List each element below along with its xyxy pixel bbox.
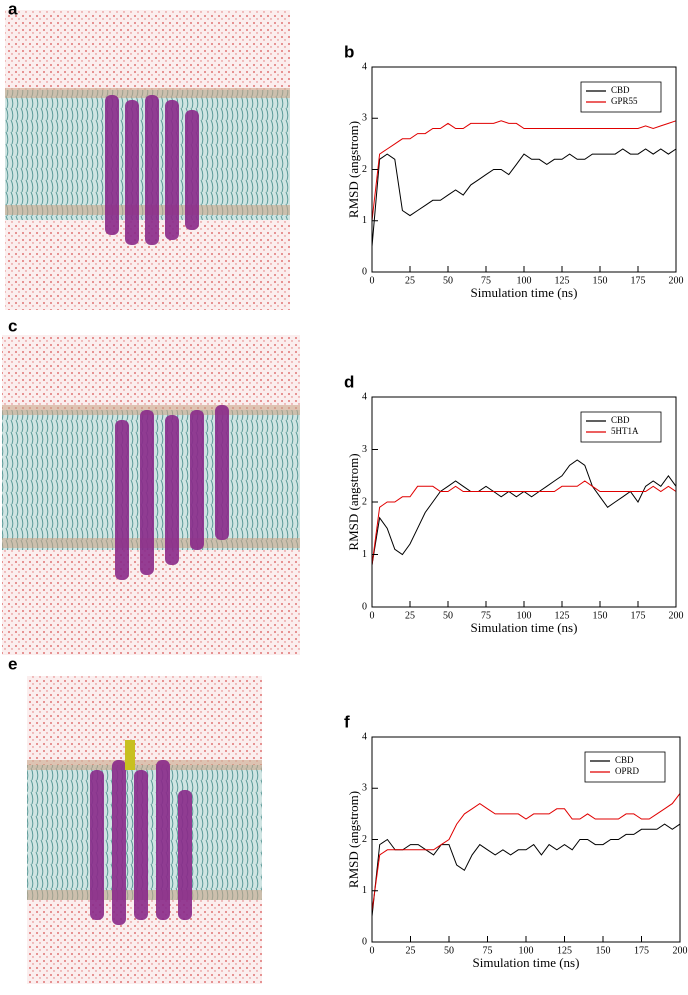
panel-label: e (8, 654, 17, 673)
y-tick-label: 1 (362, 885, 367, 896)
legend-label: CBD (615, 755, 634, 765)
y-tick-label: 0 (362, 936, 367, 947)
x-tick-label: 0 (370, 610, 375, 621)
y-axis-label: RMSD (angstrom) (346, 791, 361, 888)
x-tick-label: 50 (444, 945, 454, 956)
legend-label: CBD (611, 85, 630, 95)
x-tick-label: 175 (631, 275, 646, 286)
panel-label: b (344, 42, 354, 61)
y-tick-label: 1 (362, 549, 367, 560)
y-tick-label: 0 (362, 601, 367, 612)
y-tick-label: 4 (362, 61, 367, 72)
legend-label: OPRD (615, 766, 640, 776)
panel-label: a (8, 0, 18, 18)
x-tick-label: 50 (443, 610, 453, 621)
y-tick-label: 2 (362, 164, 367, 175)
y-tick-label: 2 (362, 834, 367, 845)
data-line (371, 480, 677, 566)
x-tick-label: 200 (669, 610, 684, 621)
data-line (371, 120, 677, 221)
data-line (371, 793, 681, 912)
y-tick-label: 1 (362, 215, 367, 226)
y-tick-label: 2 (362, 496, 367, 507)
data-line (371, 148, 677, 247)
legend-box (580, 411, 662, 443)
x-tick-label: 150 (593, 610, 608, 621)
y-axis-label: RMSD (angstrom) (346, 121, 361, 218)
x-tick-label: 100 (517, 610, 532, 621)
panel-label: d (344, 372, 354, 391)
legend-label: 5HT1A (611, 426, 639, 436)
y-tick-label: 4 (362, 731, 367, 742)
x-tick-label: 175 (631, 610, 646, 621)
legend-box (580, 81, 662, 113)
x-tick-label: 100 (517, 275, 532, 286)
x-tick-label: 100 (519, 945, 534, 956)
data-line (371, 823, 681, 917)
panel-label: f (344, 712, 350, 731)
x-tick-label: 25 (406, 945, 416, 956)
x-tick-label: 200 (673, 945, 688, 956)
y-tick-label: 3 (362, 444, 367, 455)
x-axis-label: Simulation time (ns) (471, 620, 578, 635)
x-tick-label: 0 (370, 275, 375, 286)
legend-box (584, 751, 666, 783)
x-tick-label: 150 (593, 275, 608, 286)
structure-image-c (2, 335, 300, 655)
x-axis-label: Simulation time (ns) (473, 955, 580, 970)
x-tick-label: 75 (483, 945, 493, 956)
structure-image-a (5, 10, 290, 310)
x-tick-label: 125 (555, 610, 570, 621)
data-line (371, 459, 677, 566)
x-tick-label: 200 (669, 275, 684, 286)
x-tick-label: 150 (596, 945, 611, 956)
x-tick-label: 75 (481, 275, 491, 286)
x-tick-label: 25 (405, 275, 415, 286)
structure-image-e (27, 676, 262, 984)
x-tick-label: 50 (443, 275, 453, 286)
y-tick-label: 0 (362, 266, 367, 277)
x-axis-label: Simulation time (ns) (471, 285, 578, 300)
x-tick-label: 0 (370, 945, 375, 956)
x-tick-label: 25 (405, 610, 415, 621)
legend-label: GPR55 (611, 96, 638, 106)
panel-label: c (8, 316, 17, 335)
x-tick-label: 75 (481, 610, 491, 621)
y-tick-label: 3 (362, 113, 367, 124)
legend-label: CBD (611, 415, 630, 425)
y-tick-label: 4 (362, 391, 367, 402)
y-tick-label: 3 (362, 783, 367, 794)
x-tick-label: 125 (555, 275, 570, 286)
y-axis-label: RMSD (angstrom) (346, 453, 361, 550)
x-tick-label: 175 (634, 945, 649, 956)
x-tick-label: 125 (557, 945, 572, 956)
